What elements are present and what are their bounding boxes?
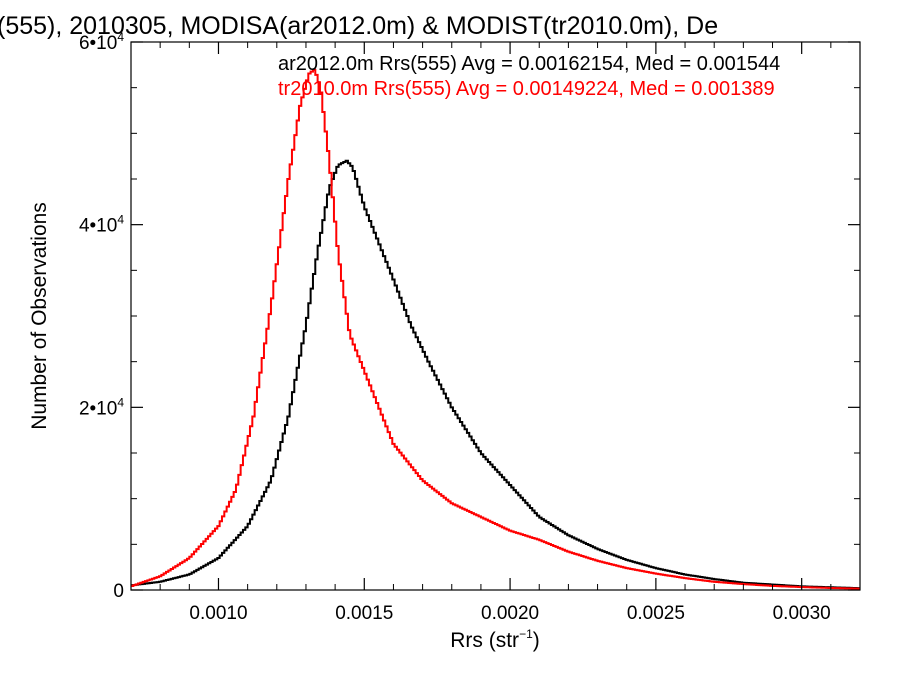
plot-frame xyxy=(130,41,861,591)
series-line-1 xyxy=(131,68,860,590)
x-tick-label-4: 0.0030 xyxy=(773,603,831,624)
series-line-0 xyxy=(131,159,860,590)
x-tick-label-0: 0.0010 xyxy=(189,603,247,624)
legend-entry-ar2012: ar2012.0m Rrs(555) Avg = 0.00162154, Med… xyxy=(278,53,780,75)
y-axis-label: Number of Observations xyxy=(28,202,51,430)
x-axis-label-close: ) xyxy=(533,629,540,652)
series-layer xyxy=(131,68,860,590)
y-tick-label-2: 4•104 xyxy=(79,213,124,237)
chart-title: (555), 2010305, MODISA(ar2012.0m) & MODI… xyxy=(0,12,718,40)
x-tick-label-2: 0.0020 xyxy=(481,603,539,624)
x-axis-label: Rrs (str−1) xyxy=(450,627,540,652)
x-tick-label-1: 0.0015 xyxy=(335,603,393,624)
y-tick-label-3: 6•104 xyxy=(79,30,124,54)
x-axis-label-superscript: −1 xyxy=(519,627,533,641)
legend-entry-tr2010: tr2010.0m Rrs(555) Avg = 0.00149224, Med… xyxy=(278,78,775,100)
y-tick-label-1: 2•104 xyxy=(79,395,124,419)
legend: ar2012.0m Rrs(555) Avg = 0.00162154, Med… xyxy=(278,53,780,100)
tick-layer: 0.0010 0.0015 0.0020 0.0025 0.0030 0 2•104 4•10… xyxy=(79,30,861,624)
x-axis-label-main: Rrs (str xyxy=(450,629,519,652)
y-tick-label-0: 0 xyxy=(113,581,124,602)
x-tick-label-3: 0.0025 xyxy=(627,603,685,624)
